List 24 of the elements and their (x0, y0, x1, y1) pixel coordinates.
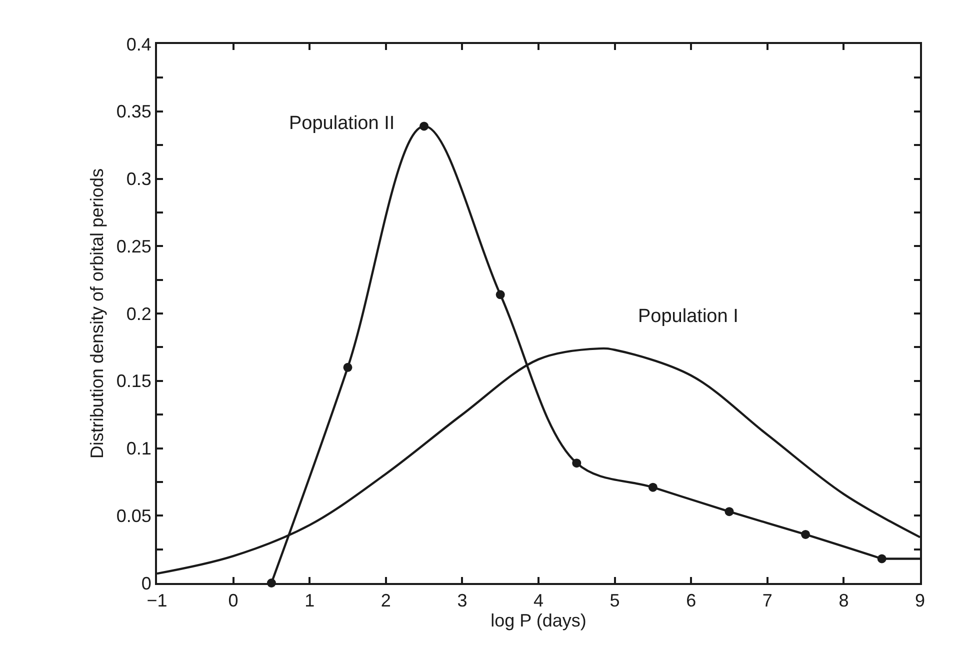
y-tick-label: 0.3 (126, 169, 152, 190)
x-tick-label: 5 (610, 590, 620, 611)
y-tick-label: 0.4 (126, 34, 152, 54)
y-tick-label: 0.35 (116, 102, 152, 122)
y-tick-label: 0.05 (116, 506, 152, 526)
y-tick-label: 0 (141, 573, 152, 594)
series-label: Population II (289, 113, 395, 134)
x-tick-label: 9 (914, 590, 926, 611)
series-label: Population I (638, 306, 738, 327)
y-tick-label: 0.15 (116, 371, 152, 392)
x-tick-label: 0 (228, 590, 238, 611)
x-tick-label: 4 (533, 590, 544, 611)
x-tick-label: 7 (762, 590, 772, 611)
y-tick-label: 0.25 (116, 236, 152, 256)
y-axis-title: Distribution density of orbital periods (87, 168, 108, 459)
x-tick-label: 3 (457, 590, 468, 611)
y-tick-label: 0.1 (126, 438, 152, 459)
x-tick-label: −1 (146, 590, 168, 611)
y-tick-label: 0.2 (126, 304, 152, 324)
x-tick-label: 1 (304, 590, 315, 611)
x-tick-label: 6 (686, 590, 696, 611)
x-tick-label: 2 (380, 590, 391, 611)
x-tick-label: 8 (838, 590, 849, 611)
x-axis-title: log P (days) (490, 610, 586, 631)
